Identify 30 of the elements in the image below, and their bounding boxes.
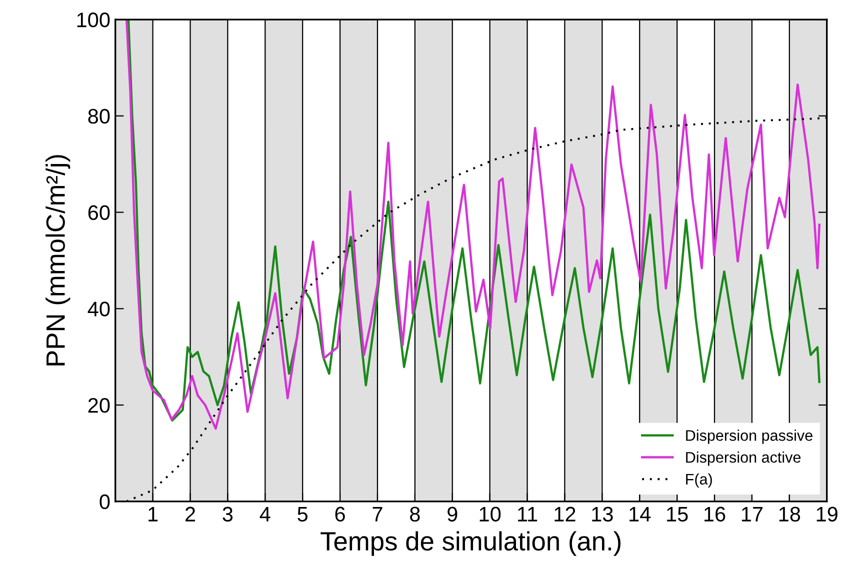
x-tick-label: 7 — [372, 507, 382, 522]
legend-label: Dispersion passive — [686, 430, 812, 444]
legend-label: F(a) — [686, 473, 712, 488]
x-tick-label: 10 — [480, 506, 501, 522]
x-tick-label: 12 — [554, 506, 576, 522]
x-tick-label: 1 — [148, 507, 158, 522]
x-tick-label: 11 — [518, 507, 538, 522]
x-axis-title: Temps de simulation (an.) — [320, 531, 621, 556]
x-tick-label: 3 — [222, 506, 233, 522]
x-tick-label: 6 — [335, 506, 345, 522]
x-tick-label: 8 — [410, 506, 420, 522]
y-tick-label: 40 — [88, 302, 110, 316]
x-tick-label: 4 — [260, 507, 270, 522]
x-tick-label: 9 — [448, 506, 458, 522]
x-tick-label: 13 — [592, 506, 613, 522]
x-tick-label: 5 — [298, 507, 308, 522]
x-tick-label: 14 — [630, 507, 651, 522]
x-tick-label: 18 — [779, 506, 800, 522]
x-tick-label: 16 — [704, 506, 726, 522]
legend-label: Dispersion active — [686, 452, 801, 466]
x-tick-label: 15 — [667, 507, 688, 522]
y-axis-title: PPN (mmolC/m²/j) — [46, 155, 70, 366]
x-tick-label: 19 — [816, 506, 838, 522]
x-tick-label: 17 — [742, 507, 762, 522]
x-tick-label: 2 — [186, 506, 195, 522]
y-tick-label: 80 — [88, 108, 110, 124]
y-tick-label: 100 — [77, 12, 110, 28]
y-tick-label: 20 — [88, 398, 110, 413]
y-tick-label: 60 — [88, 205, 110, 220]
y-tick-label: 0 — [100, 494, 110, 510]
